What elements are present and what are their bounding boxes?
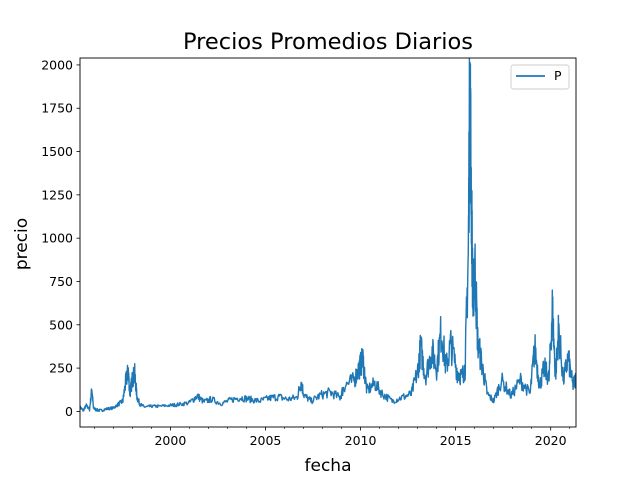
- x-tick-label: 2010: [345, 433, 377, 448]
- y-tick-label: 750: [49, 274, 73, 289]
- y-tick-label: 500: [49, 317, 73, 332]
- y-tick-label: 250: [49, 361, 73, 376]
- series-line-P: [80, 58, 576, 413]
- legend-box: [510, 64, 570, 90]
- x-axis: 2000 2005 2010 2015 2020: [94, 427, 571, 448]
- series-layer: [80, 58, 576, 413]
- x-tick-label: 2005: [250, 433, 282, 448]
- x-tick-label: 2000: [154, 433, 186, 448]
- y-tick-label: 0: [65, 404, 73, 419]
- x-axis-label: fecha: [305, 456, 352, 476]
- y-tick-label: 2000: [41, 57, 73, 72]
- legend-label: P: [554, 68, 562, 83]
- plot-frame: [79, 57, 577, 428]
- y-tick-label: 1500: [41, 144, 73, 159]
- chart-title: Precios Promedios Diarios: [183, 29, 473, 55]
- y-axis-label: precio: [12, 218, 32, 270]
- y-tick-label: 1250: [41, 187, 73, 202]
- x-tick-label: 2020: [535, 433, 567, 448]
- x-tick-label: 2015: [440, 433, 472, 448]
- y-tick-label: 1000: [41, 231, 73, 246]
- legend: P: [510, 64, 570, 90]
- y-tick-label: 1750: [41, 101, 73, 116]
- y-axis: 0 250 500 750 1000 1250 1500 1750 2000: [41, 57, 80, 419]
